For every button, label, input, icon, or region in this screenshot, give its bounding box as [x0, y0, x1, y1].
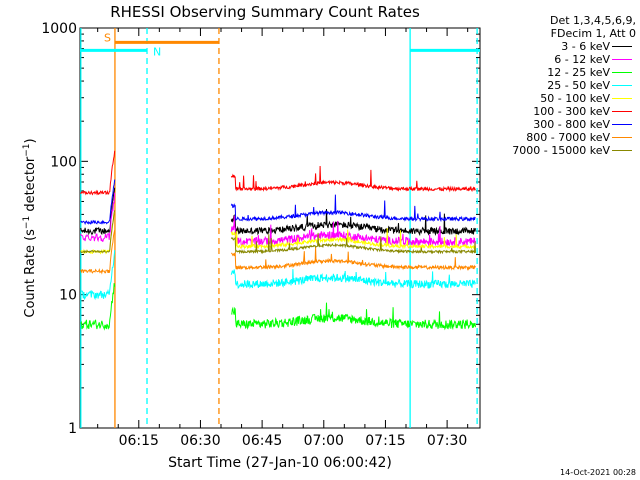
- legend-swatch: [612, 72, 632, 74]
- y-tick-label: 10: [59, 288, 77, 304]
- series-lines: [80, 150, 476, 331]
- y-label-sup-1: −1: [22, 216, 32, 229]
- series-line: [231, 302, 476, 331]
- x-tick-label: 06:30: [180, 433, 220, 449]
- legend-item: 6 - 12 keV: [484, 53, 636, 66]
- series-line: [80, 210, 116, 254]
- legend-swatch: [612, 111, 632, 113]
- y-label-mid: detector: [23, 156, 38, 216]
- x-tick-label: 06:15: [119, 433, 159, 449]
- y-label-sup-2: −1: [22, 143, 32, 156]
- legend-swatch: [612, 150, 632, 152]
- series-line: [80, 250, 116, 301]
- legend-item: 7000 - 15000 keV: [484, 144, 636, 157]
- generation-timestamp: 14-Oct-2021 00:28: [560, 468, 636, 477]
- x-tick-label: 06:45: [242, 433, 282, 449]
- legend-item: 12 - 25 keV: [484, 66, 636, 79]
- series-line: [80, 229, 116, 275]
- legend-label: 100 - 300 keV: [533, 105, 610, 118]
- y-label-suffix: ): [23, 138, 38, 143]
- legend-label: 25 - 50 keV: [547, 79, 610, 92]
- y-tick-label: 1000: [41, 21, 77, 37]
- legend-swatch: [612, 137, 632, 139]
- legend-label: 50 - 100 keV: [540, 92, 610, 105]
- legend-swatch: [612, 98, 632, 100]
- legend-label: 3 - 6 keV: [561, 40, 610, 53]
- y-label-prefix: Count Rate (s: [23, 229, 38, 318]
- plot-axes: [79, 27, 481, 429]
- legend-label: 6 - 12 keV: [554, 53, 610, 66]
- legend-item: 100 - 300 keV: [484, 105, 636, 118]
- series-line: [80, 283, 116, 331]
- series-line: [230, 208, 476, 237]
- legend-item: 3 - 6 keV: [484, 40, 636, 53]
- legend-header-line-2: FDecim 1, Att 0: [550, 27, 636, 40]
- legend-item: 50 - 100 keV: [484, 92, 636, 105]
- series-line: [230, 232, 476, 255]
- legend-label: 7000 - 15000 keV: [512, 144, 610, 157]
- series-line: [80, 192, 116, 243]
- series-line: [230, 246, 476, 271]
- series-line: [230, 165, 476, 193]
- x-axis-label: Start Time (27-Jan-10 06:00:42): [168, 455, 392, 471]
- legend-item: 25 - 50 keV: [484, 79, 636, 92]
- legend-swatch: [612, 59, 632, 61]
- x-tick-label: 07:00: [304, 433, 344, 449]
- y-axis-label: Count Rate (s−1 detector−1): [22, 138, 38, 317]
- series-line: [230, 194, 476, 223]
- x-tick-label: 07:30: [427, 433, 467, 449]
- night-bar-label: N: [153, 45, 161, 58]
- legend-swatch: [612, 85, 632, 87]
- series-line: [80, 179, 116, 226]
- status-bars: NS: [80, 31, 480, 58]
- x-tick-label: 07:15: [365, 433, 405, 449]
- legend-swatch: [612, 46, 632, 48]
- legend: Det 1,3,4,5,6,9, FDecim 1, Att 0 3 - 6 k…: [484, 14, 636, 157]
- legend-item: 800 - 7000 keV: [484, 131, 636, 144]
- y-tick-label: 100: [50, 154, 77, 170]
- legend-item: 300 - 800 keV: [484, 118, 636, 131]
- legend-header-line-1: Det 1,3,4,5,6,9,: [549, 14, 636, 27]
- legend-label: 800 - 7000 keV: [526, 131, 610, 144]
- y-tick-label: 1: [68, 421, 77, 437]
- saa-bar-label: S: [104, 31, 111, 44]
- tick-labels: 1 10 100 1000 06:15 06:30 06:45 07:00 07:15 07:30: [41, 21, 467, 449]
- legend-swatch: [612, 124, 632, 126]
- plot-frame: [79, 27, 481, 429]
- legend-label: 12 - 25 keV: [547, 66, 610, 79]
- series-line: [230, 269, 476, 290]
- series-line: [80, 150, 116, 196]
- chart-title: RHESSI Observing Summary Count Rates: [110, 3, 420, 21]
- series-line: [80, 187, 116, 236]
- legend-label: 300 - 800 keV: [533, 118, 610, 131]
